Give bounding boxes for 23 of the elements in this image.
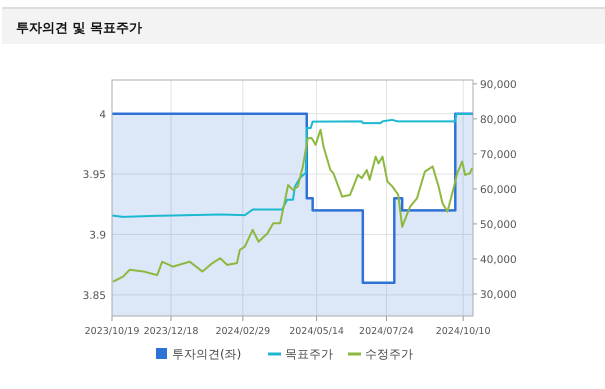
x-tick-label: 2024/05/14 bbox=[289, 326, 344, 337]
legend-label: 목표주가 bbox=[285, 347, 333, 361]
y2-tick-label: 70,000 bbox=[480, 148, 517, 161]
y-tick-label: 3.85 bbox=[82, 290, 106, 302]
x-tick-label: 2023/10/19 bbox=[84, 326, 140, 337]
legend-label: 투자의견(좌) bbox=[172, 347, 242, 361]
y-tick-label: 3.9 bbox=[89, 230, 106, 242]
x-tick-label: 2024/07/24 bbox=[359, 326, 414, 337]
y-tick-label: 4 bbox=[99, 108, 106, 121]
y2-tick-label: 90,000 bbox=[480, 78, 517, 91]
y2-tick-label: 40,000 bbox=[480, 254, 517, 266]
line-series bbox=[112, 128, 474, 283]
y2-tick-label: 30,000 bbox=[480, 288, 517, 301]
x-tick-label: 2024/10/10 bbox=[436, 326, 491, 337]
line-series bbox=[111, 112, 474, 218]
y-tick-label: 3.95 bbox=[82, 169, 106, 182]
y2-tick-label: 80,000 bbox=[480, 114, 517, 126]
y2-tick-label: 50,000 bbox=[480, 218, 517, 231]
x-tick-label: 2024/02/29 bbox=[215, 326, 270, 337]
y2-tick-label: 60,000 bbox=[480, 184, 517, 196]
chart-title: 투자의견 및 목표주가 bbox=[16, 21, 142, 36]
x-tick-label: 2023/12/18 bbox=[144, 326, 198, 337]
legend-label: 수정주가 bbox=[365, 347, 413, 361]
